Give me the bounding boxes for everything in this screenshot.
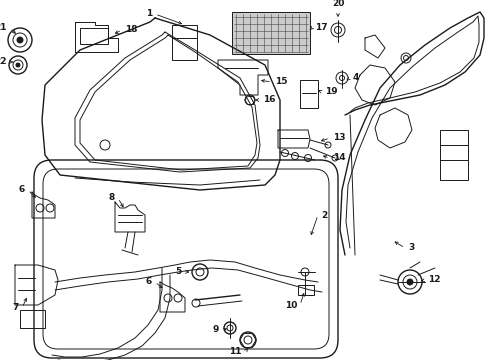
Text: 14: 14 xyxy=(332,153,345,162)
Text: 5: 5 xyxy=(175,267,182,276)
Text: 12: 12 xyxy=(427,275,440,284)
Text: 3: 3 xyxy=(407,243,413,252)
Circle shape xyxy=(16,63,20,67)
Circle shape xyxy=(17,37,23,43)
Text: 7: 7 xyxy=(13,303,19,312)
Text: 21: 21 xyxy=(0,23,7,32)
Text: 13: 13 xyxy=(332,134,345,143)
Text: 15: 15 xyxy=(274,77,287,86)
Text: 9: 9 xyxy=(212,325,219,334)
Text: 22: 22 xyxy=(0,58,7,67)
Text: 18: 18 xyxy=(125,26,137,35)
Text: 11: 11 xyxy=(229,347,242,356)
Text: 6: 6 xyxy=(19,185,25,194)
Text: 16: 16 xyxy=(263,95,275,104)
Text: 20: 20 xyxy=(331,0,344,8)
Text: 2: 2 xyxy=(320,211,326,220)
Text: 8: 8 xyxy=(108,194,115,202)
Text: 10: 10 xyxy=(284,301,296,310)
Text: 17: 17 xyxy=(314,23,327,32)
Circle shape xyxy=(406,279,412,285)
Text: 1: 1 xyxy=(145,9,152,18)
Text: 4: 4 xyxy=(352,73,359,82)
FancyBboxPatch shape xyxy=(231,12,309,54)
Text: 19: 19 xyxy=(325,87,337,96)
Text: 6: 6 xyxy=(145,278,152,287)
